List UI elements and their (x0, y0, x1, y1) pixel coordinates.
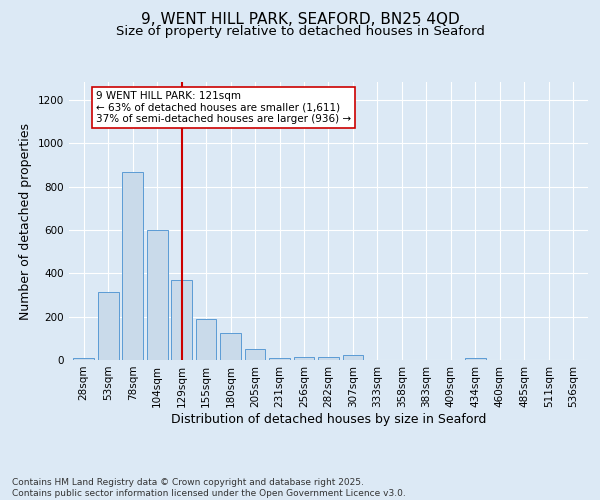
Text: 9 WENT HILL PARK: 121sqm
← 63% of detached houses are smaller (1,611)
37% of sem: 9 WENT HILL PARK: 121sqm ← 63% of detach… (96, 91, 351, 124)
Y-axis label: Number of detached properties: Number of detached properties (19, 122, 32, 320)
Bar (147, 230, 167, 360)
Text: Size of property relative to detached houses in Seaford: Size of property relative to detached ho… (116, 25, 484, 38)
X-axis label: Distribution of detached houses by size in Seaford: Distribution of detached houses by size … (171, 412, 486, 426)
Bar (98, 292, 119, 360)
Bar (122, 172, 143, 360)
Bar (343, 354, 364, 360)
Bar (73, 358, 94, 360)
Text: Contains HM Land Registry data © Crown copyright and database right 2025.
Contai: Contains HM Land Registry data © Crown c… (12, 478, 406, 498)
Bar (220, 333, 241, 360)
Bar (171, 280, 192, 360)
Bar (293, 358, 314, 360)
Text: 9, WENT HILL PARK, SEAFORD, BN25 4QD: 9, WENT HILL PARK, SEAFORD, BN25 4QD (140, 12, 460, 28)
Bar (245, 349, 265, 360)
Bar (269, 358, 290, 360)
Bar (465, 358, 486, 360)
Bar (318, 358, 339, 360)
Bar (196, 319, 217, 360)
